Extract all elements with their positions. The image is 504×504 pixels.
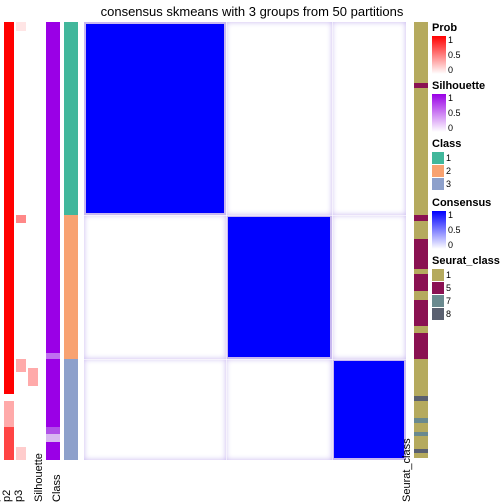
plot-area [2,22,422,460]
legend-swatch [432,295,444,307]
row-annotation-seurat [414,22,428,460]
consensus-heatmap [84,22,406,460]
legend-tick: 0.5 [448,226,461,235]
label-seurat: Seurat_class [401,462,441,502]
legend-swatch-label: 1 [446,152,451,164]
legend-tick: 0.5 [448,109,461,118]
legend-tick: 1 [448,36,453,45]
legend-swatch-label: 2 [446,165,451,177]
column-annotation-silhouette [46,22,60,460]
column-annotation-p1 [4,22,14,460]
legend-swatch-label: 1 [446,269,451,281]
legend-tick: 1 [448,211,453,220]
column-annotation-p3 [28,22,38,460]
legend-swatch-label: 8 [446,308,451,320]
legend-gradient [432,36,446,74]
legend-gradient [432,94,446,132]
legend-panel: Prob10.50Silhouette10.50Class123Consensu… [432,22,502,327]
legend-swatch-label: 5 [446,282,451,294]
legend-tick: 0 [448,66,453,75]
label-class: Class [51,462,91,502]
column-annotation-class [64,22,78,460]
legend-swatch-label: 7 [446,295,451,307]
legend-gradient [432,211,446,249]
legend-title: Seurat_class [432,255,502,267]
chart-title: consensus skmeans with 3 groups from 50 … [0,4,504,19]
legend-tick: 1 [448,94,453,103]
legend-swatch [432,165,444,177]
legend-swatch [432,178,444,190]
legend-swatch [432,152,444,164]
legend-tick: 0 [448,124,453,133]
column-annotation-p2 [16,22,26,460]
legend-title: Class [432,138,502,150]
legend-swatch [432,269,444,281]
legend-swatch [432,308,444,320]
legend-title: Silhouette [432,80,502,92]
legend-tick: 0 [448,241,453,250]
legend-tick: 0.5 [448,51,461,60]
legend-swatch [432,282,444,294]
legend-swatch-label: 3 [446,178,451,190]
legend-title: Prob [432,22,502,34]
title-text: consensus skmeans with 3 groups from 50 … [101,4,404,19]
legend-title: Consensus [432,197,502,209]
